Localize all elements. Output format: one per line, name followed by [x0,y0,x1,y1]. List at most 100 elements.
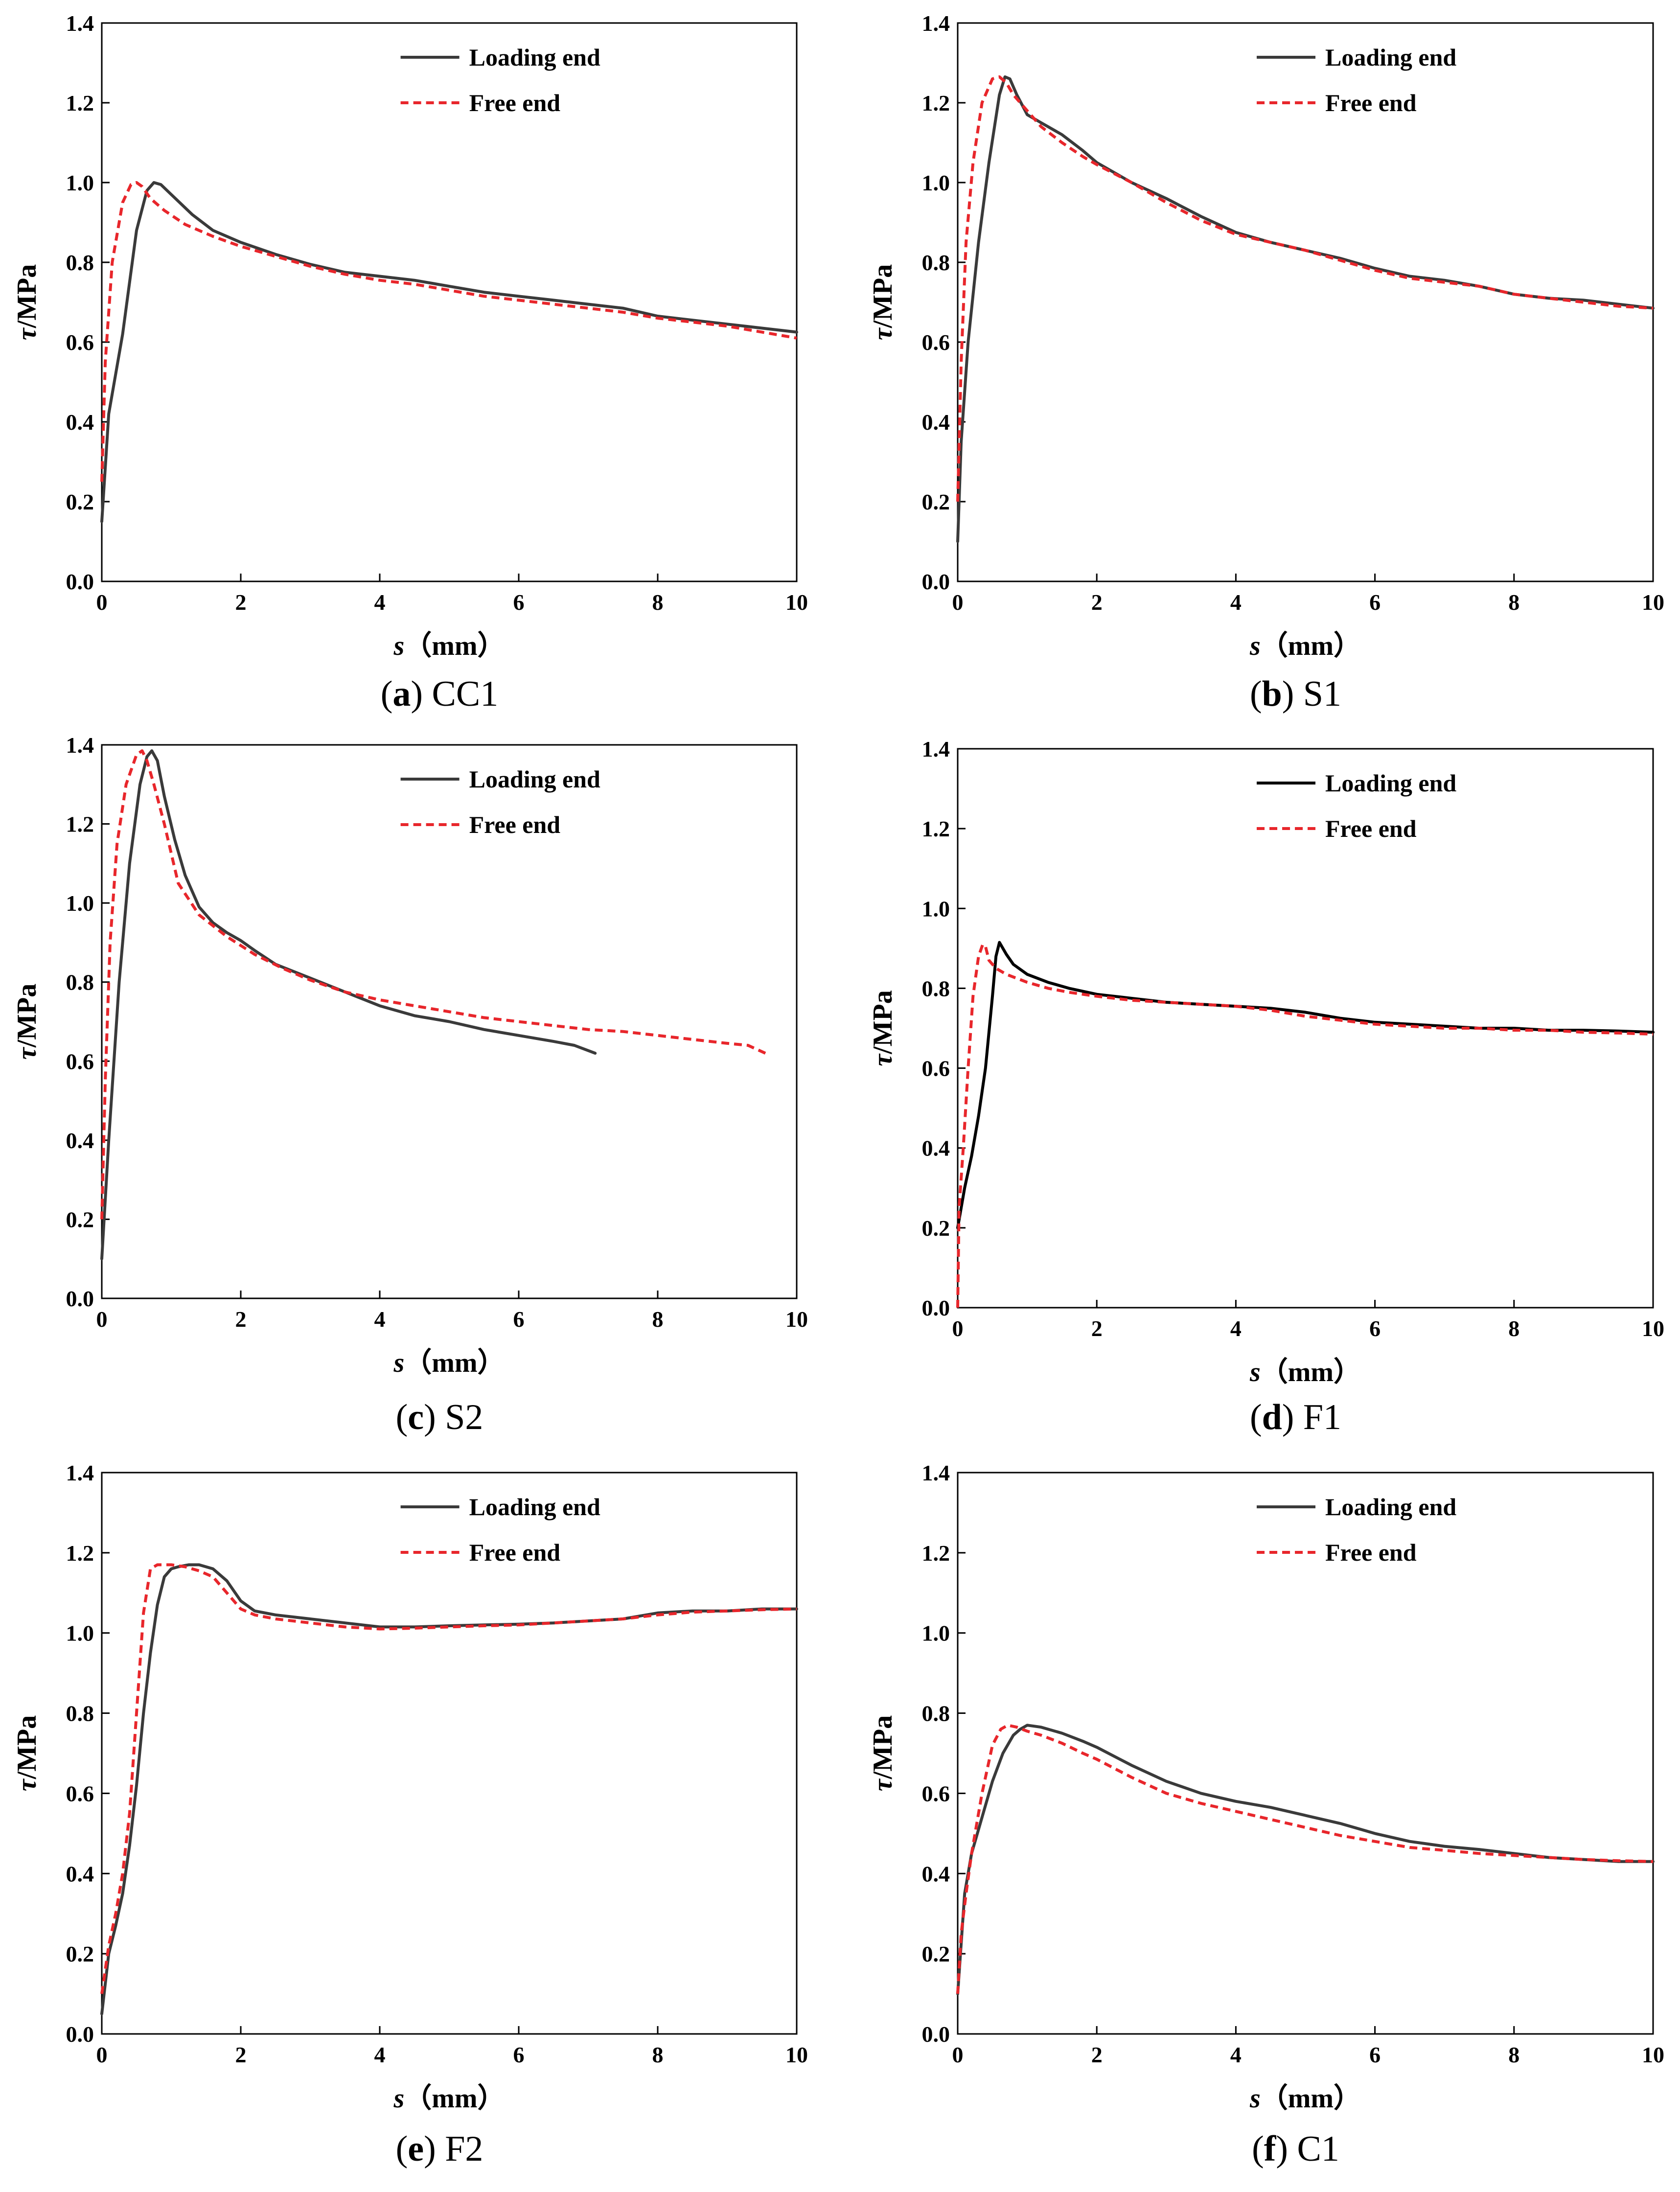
x-tick-label-a-8: 8 [652,590,664,615]
y-tick-label-b-2: 0.4 [922,410,950,435]
panel-caption-name-c: S2 [436,1397,483,1437]
x-tick-label-b-8: 8 [1508,590,1519,615]
x-tick-label-a-6: 6 [513,590,525,615]
y-tick-label-d-4: 0.8 [922,976,950,1001]
y-tick-label-c-3: 0.6 [66,1049,94,1074]
x-tick-label-a-0: 0 [96,590,108,615]
y-axis-title-a: τ/MPa [12,264,42,340]
y-tick-label-d-1: 0.2 [922,1216,950,1241]
series-line-f-loading-end [956,1724,1655,1996]
legend-label-c-free-end: Free end [469,811,561,838]
panel-caption-b: (b) S1 [1250,674,1341,714]
plot-frame-e [101,1472,798,2035]
x-tick-label-e-10: 10 [785,2042,808,2067]
y-tick-label-c-4: 0.8 [66,970,94,995]
x-axis-title-b: s（mm） [1249,630,1361,661]
y-axis-title-d: τ/MPa [868,990,898,1066]
x-tick-label-f-4: 4 [1230,2042,1242,2067]
plot-frame-c [101,744,798,1299]
y-tick-label-b-7: 1.4 [922,11,950,36]
x-tick-label-c-0: 0 [96,1307,108,1332]
x-tick-label-e-8: 8 [652,2042,664,2067]
panel-caption-f: (f) C1 [1252,2129,1339,2169]
x-tick-label-c-4: 4 [374,1307,386,1332]
y-tick-label-d-3: 0.6 [922,1056,950,1081]
y-tick-label-c-1: 0.2 [66,1207,94,1232]
x-tick-label-a-10: 10 [785,590,808,615]
series-line-e-free-end [100,1563,797,1994]
x-tick-label-d-6: 6 [1369,1316,1381,1341]
legend-label-c-loading-end: Loading end [469,765,600,793]
series-line-a-free-end [100,181,797,482]
x-tick-label-d-8: 8 [1508,1316,1519,1341]
y-tick-label-d-7: 1.4 [922,737,950,761]
y-tick-label-a-1: 0.2 [66,489,94,514]
x-axis-title-a: s（mm） [393,630,505,661]
x-tick-label-f-10: 10 [1642,2042,1664,2067]
legend-label-b-free-end: Free end [1325,89,1417,116]
panel-caption-name-e: F2 [436,2129,483,2169]
x-tick-label-c-6: 6 [513,1307,525,1332]
series-line-c-free-end [100,749,766,1220]
plot-frame-f [957,1472,1654,2035]
x-tick-label-f-0: 0 [952,2042,964,2067]
x-axis-title-c: s（mm） [393,1347,505,1378]
plot-frame-d [957,748,1654,1309]
y-axis-title-c: τ/MPa [12,984,42,1060]
y-tick-label-d-2: 0.4 [922,1136,950,1161]
y-tick-label-e-0: 0.0 [66,2022,94,2047]
y-tick-label-c-6: 1.2 [66,812,94,837]
chart-panel-c: 0 2 4 6 8 10 0.0 0.2 0.4 0.6 0.8 1.0 1.2 1.4 s（mm） τ/MP… [12,733,808,1437]
y-tick-label-e-6: 1.2 [66,1541,94,1566]
plot-frame-b [957,22,1654,582]
x-axis-title-e: s（mm） [393,2083,505,2114]
y-tick-label-f-4: 0.8 [922,1701,950,1726]
y-tick-label-a-0: 0.0 [66,569,94,594]
series-line-d-loading-end [956,941,1655,1229]
y-tick-label-b-1: 0.2 [922,489,950,514]
chart-panel-b: 0 2 4 6 8 10 0.0 0.2 0.4 0.6 0.8 1.0 1.2 1.4 s（mm） τ/MP… [868,11,1664,714]
legend-label-f-free-end: Free end [1325,1539,1417,1566]
x-tick-label-a-4: 4 [374,590,386,615]
x-tick-label-a-2: 2 [235,590,247,615]
legend-label-f-loading-end: Loading end [1325,1493,1456,1521]
legend-label-d-free-end: Free end [1325,815,1417,842]
legend-label-e-free-end: Free end [469,1539,561,1566]
y-tick-label-e-2: 0.4 [66,1861,94,1886]
panel-caption-name-d: F1 [1294,1397,1341,1437]
panel-caption-e: (e) F2 [396,2129,483,2169]
y-tick-label-f-5: 1.0 [922,1621,950,1646]
y-tick-label-b-3: 0.6 [922,330,950,355]
y-tick-label-a-5: 1.0 [66,170,94,195]
legend-label-d-loading-end: Loading end [1325,769,1456,797]
chart-panel-e: 0 2 4 6 8 10 0.0 0.2 0.4 0.6 0.8 1.0 1.2 1.4 s（mm） τ/MP… [12,1460,808,2169]
y-tick-label-b-4: 0.8 [922,250,950,275]
x-tick-label-f-2: 2 [1091,2042,1103,2067]
series-line-d-free-end [956,943,1654,1308]
x-tick-label-b-6: 6 [1369,590,1381,615]
legend-label-a-free-end: Free end [469,89,561,116]
x-axis-title-f: s（mm） [1249,2083,1361,2114]
legend-label-a-loading-end: Loading end [469,44,600,71]
y-tick-label-e-3: 0.6 [66,1781,94,1806]
x-tick-label-d-10: 10 [1642,1316,1664,1341]
series-line-c-loading-end [100,749,597,1261]
legend-label-b-loading-end: Loading end [1325,44,1456,71]
y-axis-title-e: τ/MPa [12,1715,42,1791]
chart-panel-f: 0 2 4 6 8 10 0.0 0.2 0.4 0.6 0.8 1.0 1.2 1.4 s（mm） τ/MP… [868,1460,1664,2169]
y-tick-label-d-0: 0.0 [922,1295,950,1320]
y-tick-label-f-2: 0.4 [922,1861,950,1886]
y-tick-label-e-5: 1.0 [66,1621,94,1646]
panel-caption-name-a: CC1 [423,674,498,714]
x-tick-label-d-4: 4 [1230,1316,1242,1341]
x-tick-label-b-4: 4 [1230,590,1242,615]
y-tick-label-e-7: 1.4 [66,1460,94,1485]
x-tick-label-d-2: 2 [1091,1316,1103,1341]
series-line-a-loading-end [100,181,798,523]
y-tick-label-b-5: 1.0 [922,170,950,195]
panel-caption-name-f: C1 [1288,2129,1339,2169]
y-axis-title-f: τ/MPa [868,1715,898,1791]
y-tick-label-c-7: 1.4 [66,733,94,758]
legend-label-e-loading-end: Loading end [469,1493,600,1521]
x-tick-label-c-10: 10 [785,1307,808,1332]
